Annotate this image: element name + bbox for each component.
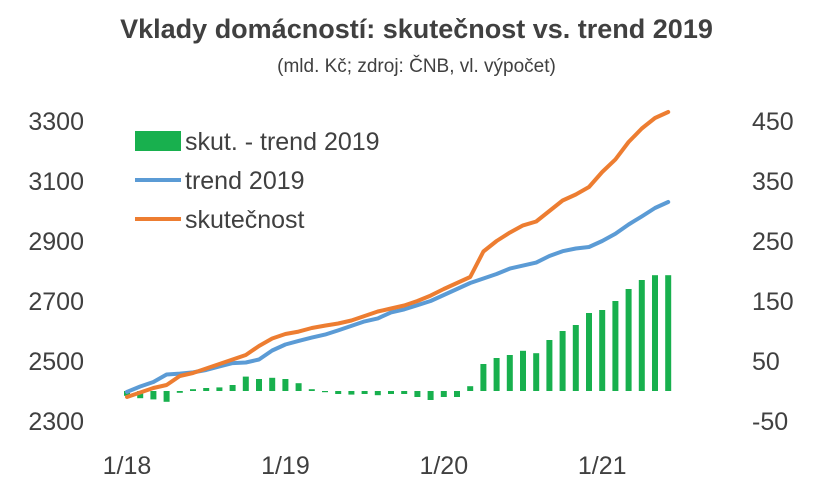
bar: [586, 313, 592, 391]
bar: [638, 280, 645, 391]
bar: [467, 386, 474, 391]
bar: [427, 391, 434, 400]
left-axis-ticks: 2300 2500 2700 2900 3100 3300: [28, 108, 84, 436]
left-axis-tick-label: 3100: [28, 168, 84, 196]
bar: [440, 391, 447, 397]
bar: [612, 301, 619, 391]
bar: [163, 391, 170, 402]
bar: [559, 331, 566, 391]
right-axis-tick-label: 250: [752, 228, 794, 256]
bar: [374, 391, 381, 396]
legend-bar-swatch: [135, 131, 181, 151]
bar: [335, 391, 342, 394]
bar: [665, 275, 672, 391]
bar: [190, 389, 196, 391]
left-axis-tick-label: 2500: [28, 348, 84, 376]
chart-subtitle: (mld. Kč; zdroj: ČNB, vl. výpočet): [277, 56, 556, 77]
x-axis-tick-label: 1/18: [103, 452, 152, 480]
legend: skut. - trend 2019 trend 2019 skutečnost: [135, 128, 380, 234]
bar: [506, 355, 513, 391]
right-axis-tick-label: 450: [752, 108, 794, 136]
bar: [454, 391, 460, 397]
bar: [203, 388, 210, 391]
bar: [150, 391, 157, 400]
bar: [361, 391, 368, 394]
bar: [401, 391, 408, 394]
bar: [625, 289, 632, 391]
bar: [256, 379, 262, 391]
actual-line: [125, 110, 671, 399]
line-series: [125, 110, 671, 399]
legend-label: trend 2019: [185, 167, 305, 195]
bar: [572, 325, 579, 391]
bar: [493, 358, 500, 391]
right-axis-ticks: -50 50 150 250 350 450: [752, 108, 794, 436]
x-axis-tick-label: 1/21: [578, 452, 627, 480]
x-axis-tick-label: 1/19: [261, 452, 310, 480]
left-axis-tick-label: 3300: [28, 108, 84, 136]
bar: [599, 310, 606, 391]
x-axis-tick-label: 1/20: [419, 452, 468, 480]
bar: [348, 391, 355, 395]
right-axis-tick-label: -50: [752, 408, 788, 436]
bar: [308, 389, 315, 391]
bar: [216, 387, 223, 391]
bar: [176, 391, 183, 393]
bar: [546, 340, 553, 391]
bar: [282, 379, 289, 391]
legend-label: skut. - trend 2019: [185, 128, 380, 156]
bar-series: [124, 275, 672, 402]
bar: [533, 353, 540, 391]
right-axis-tick-label: 50: [752, 348, 780, 376]
chart-title: Vklady domácností: skutečnost vs. trend …: [120, 14, 713, 44]
bar: [322, 391, 328, 393]
bar: [269, 377, 276, 391]
left-axis-tick-label: 2900: [28, 228, 84, 256]
bar: [652, 275, 658, 391]
right-axis-tick-label: 350: [752, 168, 794, 196]
left-axis-tick-label: 2700: [28, 288, 84, 316]
bar: [414, 391, 421, 397]
bar: [295, 383, 302, 391]
right-axis-tick-label: 150: [752, 288, 794, 316]
left-axis-tick-label: 2300: [28, 408, 84, 436]
bar: [388, 391, 394, 394]
bar: [229, 385, 236, 391]
bar: [480, 364, 487, 391]
bar: [242, 376, 249, 391]
legend-label: skutečnost: [185, 206, 305, 234]
x-axis-ticks: 1/18 1/19 1/20 1/21: [103, 452, 627, 480]
trend-2019-line: [125, 200, 671, 394]
bar: [520, 350, 526, 391]
